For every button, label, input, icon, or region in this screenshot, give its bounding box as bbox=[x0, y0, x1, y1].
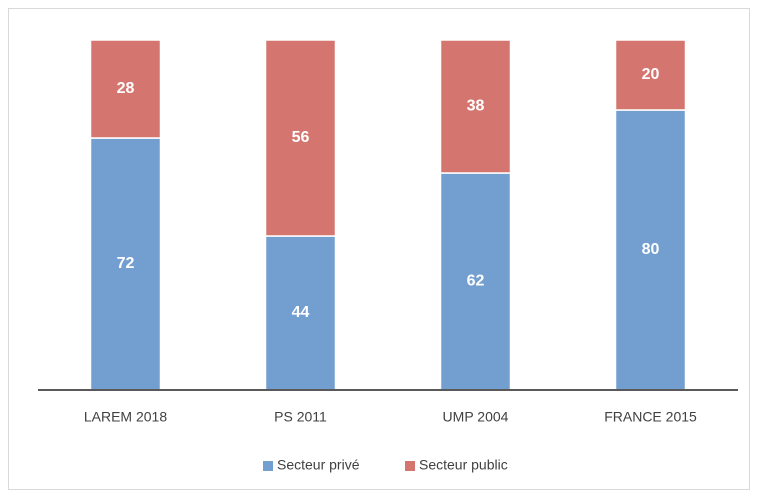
bar-segment bbox=[89, 137, 162, 391]
x-tick-label: LAREM 2018 bbox=[84, 409, 167, 425]
bar-segment bbox=[439, 39, 512, 174]
data-label: 62 bbox=[467, 273, 485, 290]
data-label: 72 bbox=[117, 255, 135, 272]
data-label: 38 bbox=[467, 98, 485, 115]
data-label: 44 bbox=[292, 304, 310, 321]
x-tick-label: FRANCE 2015 bbox=[604, 409, 697, 425]
bar-segment bbox=[614, 39, 687, 111]
x-tick-label: PS 2011 bbox=[274, 409, 327, 425]
bar-segment bbox=[89, 39, 162, 139]
legend-swatch bbox=[405, 461, 415, 471]
bar-segment bbox=[264, 235, 337, 391]
bar-segment bbox=[264, 39, 337, 237]
bar-segment bbox=[614, 109, 687, 391]
data-label: 20 bbox=[642, 66, 660, 83]
legend-swatch bbox=[263, 461, 273, 471]
legend-label: Secteur privé bbox=[277, 457, 360, 473]
data-label: 28 bbox=[117, 80, 135, 97]
x-tick-label: UMP 2004 bbox=[443, 409, 509, 425]
data-label: 56 bbox=[292, 129, 310, 146]
legend-label: Secteur public bbox=[419, 457, 508, 473]
data-label: 80 bbox=[642, 241, 660, 258]
bar-segment bbox=[439, 172, 512, 391]
